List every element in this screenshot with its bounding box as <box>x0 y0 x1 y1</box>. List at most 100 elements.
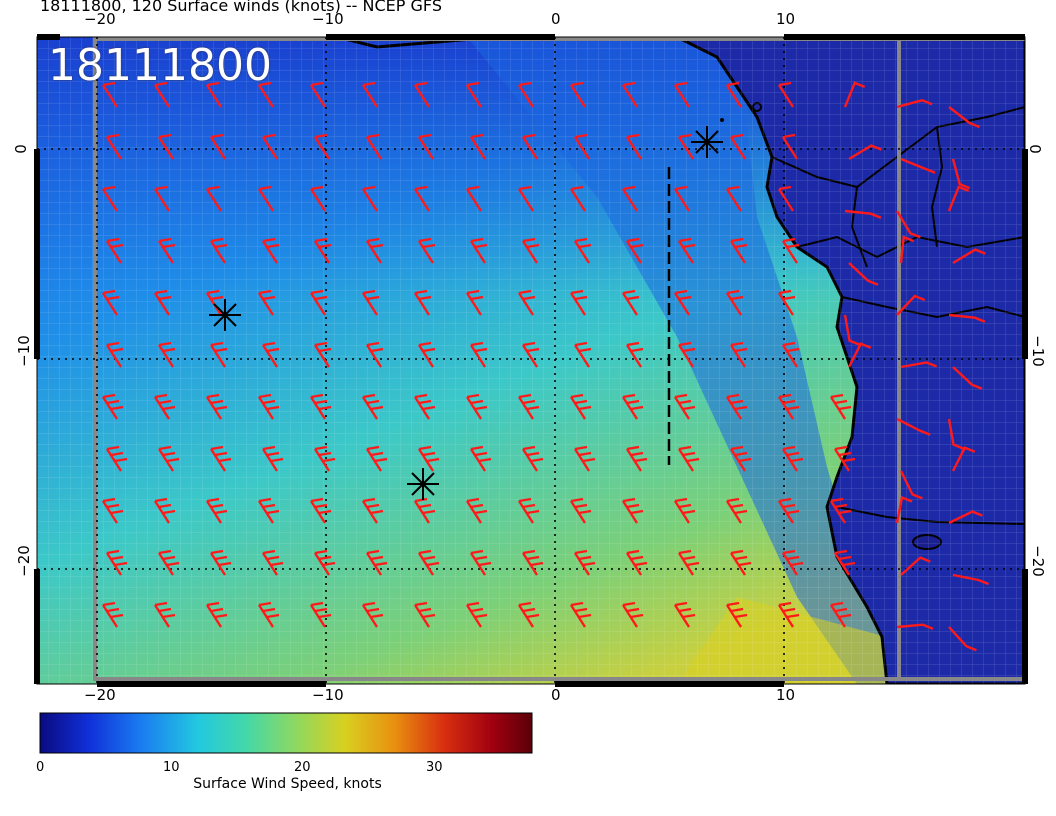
wind-barb <box>621 601 644 628</box>
wind-barb <box>677 549 700 576</box>
wind-barb <box>205 497 228 524</box>
wind-barb <box>209 549 232 576</box>
wind-barb <box>209 133 227 160</box>
markers <box>209 126 723 500</box>
wind-barb <box>900 556 931 576</box>
wind-barb <box>261 549 284 576</box>
wind-barb <box>729 237 748 264</box>
star-marker-1 <box>209 299 241 331</box>
wind-barb <box>361 289 380 316</box>
wind-barb <box>896 417 931 436</box>
wind-barb <box>777 81 795 108</box>
wind-barb <box>517 497 540 524</box>
wind-barb <box>157 341 176 368</box>
wind-barb <box>899 235 915 264</box>
wind-barb <box>896 294 926 316</box>
wind-barb <box>153 497 176 524</box>
colorbar-tick: 0 <box>36 760 45 775</box>
wind-barb <box>209 341 228 368</box>
wind-barb <box>157 549 180 576</box>
right-lat-tick: −20 <box>1028 545 1047 577</box>
wind-barb <box>777 601 800 628</box>
star-marker-3 <box>691 126 723 158</box>
wind-barb <box>309 393 332 420</box>
wind-barb <box>896 99 933 109</box>
wind-barb <box>257 81 275 108</box>
wind-barb <box>729 549 752 576</box>
wind-barb <box>844 209 882 219</box>
wind-barb <box>257 185 275 212</box>
wind-barb <box>677 445 700 472</box>
wind-barb <box>843 314 860 346</box>
wind-barb <box>777 185 795 212</box>
wind-barb <box>625 133 643 160</box>
wind-barb <box>725 601 748 628</box>
wind-barb <box>469 341 488 368</box>
wind-barb <box>257 393 280 420</box>
wind-barb <box>777 497 800 524</box>
wind-barb <box>677 133 695 160</box>
wind-barb <box>673 185 691 212</box>
wind-barb <box>261 445 284 472</box>
wind-barb <box>673 393 696 420</box>
wind-barb <box>205 601 228 628</box>
wind-barb <box>569 497 592 524</box>
wind-barb <box>947 185 970 212</box>
colorbar-gradient <box>39 712 533 754</box>
wind-barb <box>952 248 986 265</box>
wind-barb <box>413 185 431 212</box>
wind-barb <box>365 445 388 472</box>
wind-barb <box>848 144 882 161</box>
wind-barb <box>777 289 796 316</box>
wind-barb <box>205 81 223 108</box>
wind-barb <box>781 445 804 472</box>
wind-barb <box>625 445 648 472</box>
wind-barb <box>469 237 488 264</box>
wind-barb <box>517 81 535 108</box>
wind-barb <box>952 573 989 586</box>
wind-barb <box>833 549 856 576</box>
wind-barb <box>673 497 696 524</box>
wind-barb <box>621 497 644 524</box>
colorbar-tick: 20 <box>294 760 311 775</box>
wind-barb <box>573 341 592 368</box>
wind-barb <box>833 445 856 472</box>
wind-barb <box>413 289 432 316</box>
fine-grid <box>37 37 1025 684</box>
wind-barb <box>101 601 124 628</box>
wind-barb <box>673 81 691 108</box>
wind-barb <box>101 81 119 108</box>
wind-barb <box>952 366 983 390</box>
wind-barb <box>569 289 588 316</box>
wind-barb <box>417 133 435 160</box>
wind-barb <box>309 497 332 524</box>
wind-map <box>37 37 1025 684</box>
colorbar-tick: 10 <box>163 760 180 775</box>
wind-barb <box>899 470 923 500</box>
wind-barb <box>105 133 123 160</box>
wind-barb <box>896 623 934 630</box>
wind-barb <box>153 289 172 316</box>
bottom-lon-tick: −20 <box>84 686 116 704</box>
wind-barb <box>829 497 852 524</box>
wind-barb <box>105 549 128 576</box>
wind-barb <box>101 497 124 524</box>
wind-barb <box>257 601 280 628</box>
wind-barb <box>157 237 176 264</box>
wind-barb <box>101 289 120 316</box>
wind-barb <box>153 601 176 628</box>
wind-barb <box>417 445 440 472</box>
wind-barb <box>848 262 879 286</box>
wind-barb <box>621 393 644 420</box>
wind-barb <box>209 237 228 264</box>
wind-barb <box>521 445 544 472</box>
top-lon-tick: −10 <box>312 10 344 28</box>
wind-barb <box>573 237 592 264</box>
wind-barb <box>413 81 431 108</box>
wind-barb <box>781 237 800 264</box>
bottom-lon-tick: 0 <box>551 686 561 704</box>
wind-barb <box>621 81 639 108</box>
wind-barb <box>309 81 327 108</box>
wind-barb <box>465 185 483 212</box>
wind-barb <box>261 341 280 368</box>
